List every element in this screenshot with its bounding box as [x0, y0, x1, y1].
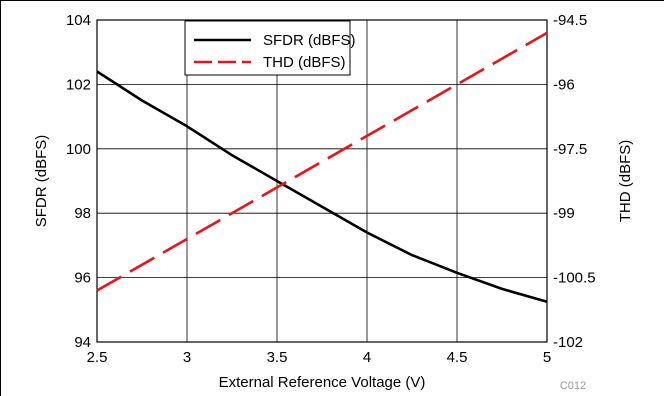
x-tick-label: 3 — [183, 349, 191, 366]
series-layer — [96, 31, 548, 304]
y-left-tick-label: 98 — [74, 205, 91, 222]
figure-code-label: C012 — [560, 380, 586, 392]
x-tick-label: 4 — [363, 349, 371, 366]
tick-labels: 2.5 3 3.5 4 4.5 5 94 96 98 100 102 104 -102 -100.5 -99… — [66, 12, 596, 366]
y-left-tick-label: 102 — [66, 76, 91, 93]
y-left-tick-label: 100 — [66, 141, 91, 158]
y-left-tick-label: 96 — [74, 270, 91, 287]
x-tick-label: 5 — [543, 349, 551, 366]
x-axis-title: External Reference Voltage (V) — [219, 374, 426, 391]
y-right-tick-label: -97.5 — [553, 141, 587, 158]
y-axis-right-title: THD (dBFS) — [617, 140, 634, 223]
y-right-tick-label: -96 — [553, 76, 575, 93]
y-axis-left-title: SFDR (dBFS) — [33, 135, 50, 228]
series-line-sfdr — [96, 70, 548, 304]
legend-label-sfdr: SFDR (dBFS) — [263, 32, 356, 49]
legend: SFDR (dBFS) THD (dBFS) — [184, 20, 356, 76]
x-tick-label: 4.5 — [447, 349, 468, 366]
x-tick-label: 3.5 — [267, 349, 288, 366]
y-right-tick-label: -102 — [553, 334, 583, 351]
y-left-tick-label: 104 — [66, 12, 91, 29]
y-left-tick-label: 94 — [74, 334, 91, 351]
legend-label-thd: THD (dBFS) — [263, 54, 346, 71]
x-tick-label: 2.5 — [87, 349, 108, 366]
y-right-tick-label: -99 — [553, 205, 575, 222]
plot-border — [96, 19, 548, 343]
legend-box — [184, 20, 351, 76]
y-right-tick-label: -100.5 — [553, 270, 596, 287]
y-right-tick-label: -94.5 — [553, 12, 587, 29]
series-line-thd — [96, 31, 548, 292]
